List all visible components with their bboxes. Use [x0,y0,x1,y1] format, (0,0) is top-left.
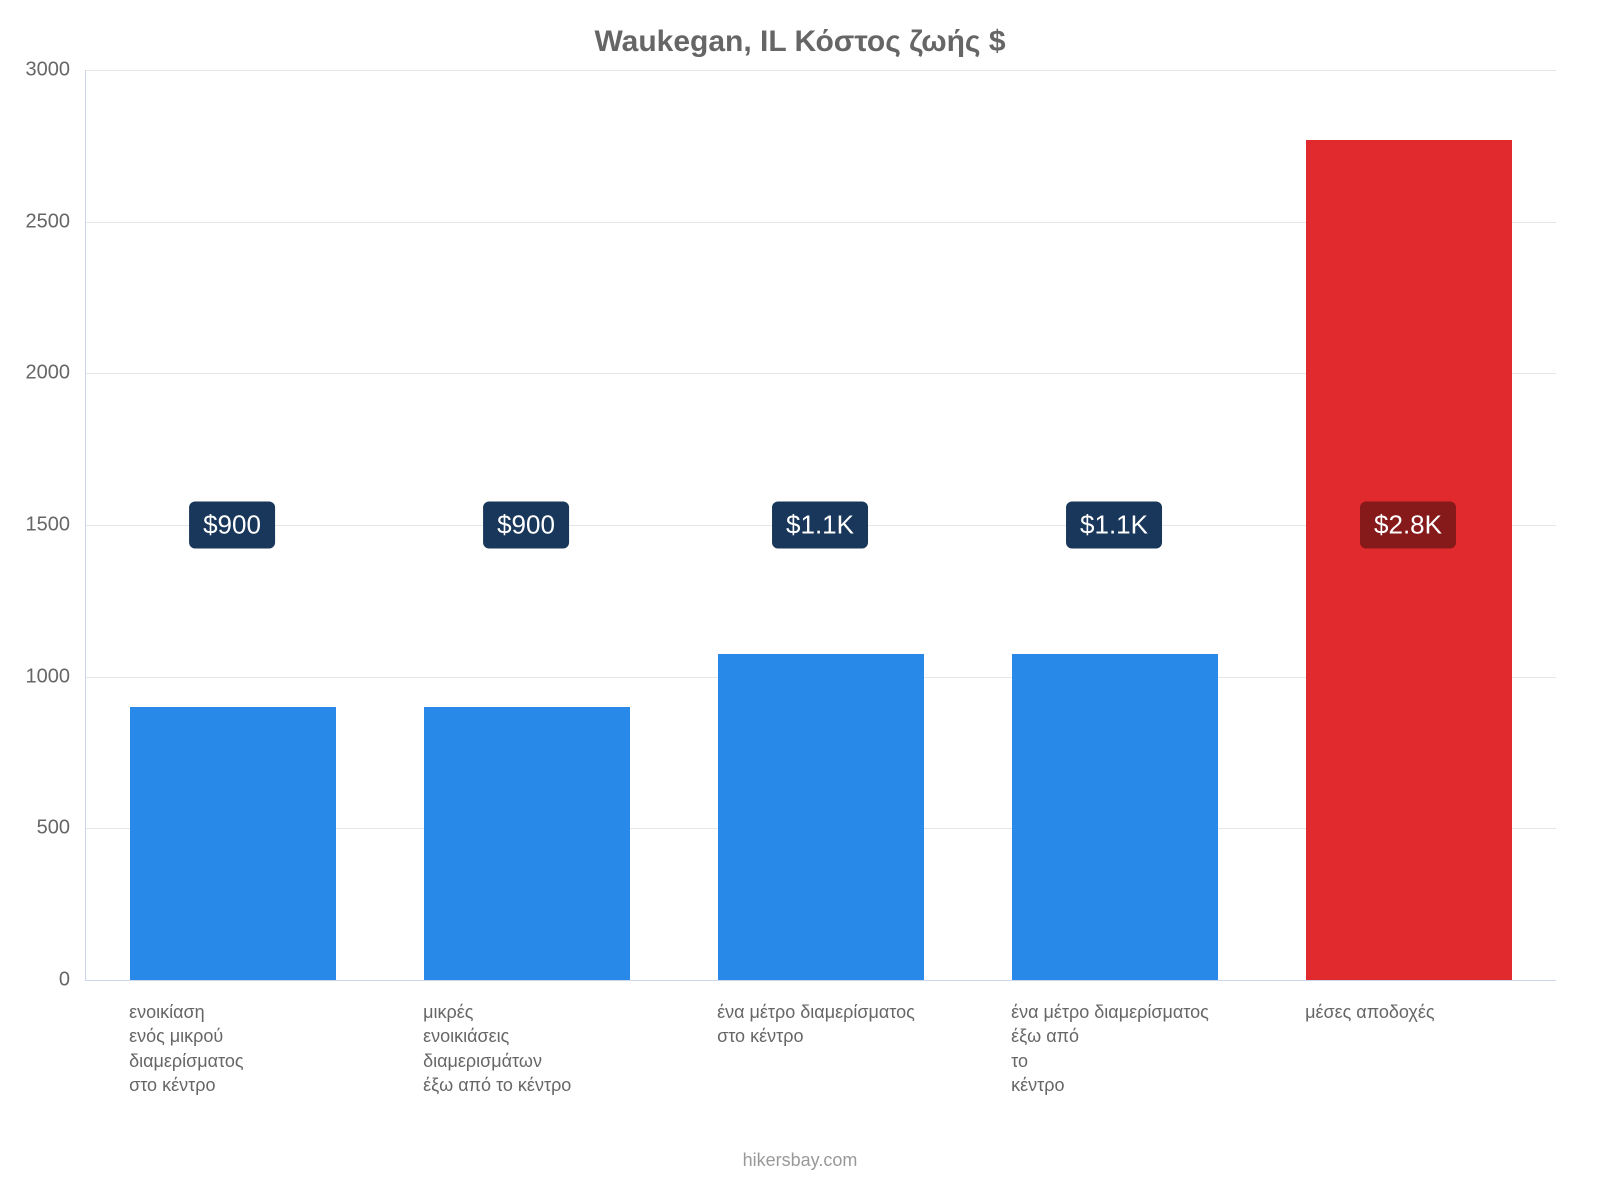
x-axis-label: μέσες αποδοχές [1305,1000,1434,1024]
bar-value-badge: $900 [189,502,275,549]
x-axis-label-line: έξω από το κέντρο [423,1075,571,1095]
x-axis-label-line: έξω από [1011,1026,1079,1046]
x-axis-label-line: το [1011,1051,1028,1071]
x-axis-label-line: ένα μέτρο διαμερίσματος [1011,1002,1209,1022]
y-axis-tick: 1500 [0,514,70,537]
bar [424,707,630,980]
bar [130,707,336,980]
bar [1012,654,1218,980]
x-axis-label-line: ενοικίαση [129,1002,205,1022]
y-axis-tick: 0 [0,969,70,992]
bar-value-badge: $900 [483,502,569,549]
x-axis-label-line: ενός μικρού [129,1026,223,1046]
x-axis-label-line: κέντρο [1011,1075,1064,1095]
bar-value-badge: $2.8K [1360,502,1456,549]
y-axis-tick: 1000 [0,665,70,688]
x-axis-label-line: διαμερίσματος [129,1051,244,1071]
gridline [86,70,1556,71]
chart-title: Waukegan, IL Κόστος ζωής $ [0,25,1600,59]
bar [718,654,924,980]
x-axis-label: ένα μέτρο διαμερίσματος στο κέντρο [717,1000,915,1049]
x-axis-label-line: ενοικιάσεις [423,1026,509,1046]
cost-of-living-chart: Waukegan, IL Κόστος ζωής $ hikersbay.com… [0,0,1600,1200]
credit-text: hikersbay.com [0,1150,1600,1171]
x-axis-label-line: μικρές [423,1002,473,1022]
x-axis-label-line: διαμερισμάτων [423,1051,542,1071]
x-axis-label-line: μέσες αποδοχές [1305,1002,1434,1022]
y-axis-tick: 2000 [0,362,70,385]
bar [1306,140,1512,980]
y-axis-tick: 3000 [0,59,70,82]
x-axis-label: ένα μέτρο διαμερίσματος έξω από το κέντρο [1011,1000,1209,1097]
x-axis-label: μικρές ενοικιάσεις διαμερισμάτων έξω από το… [423,1000,571,1097]
x-axis-label-line: στο κέντρο [717,1026,803,1046]
bar-value-badge: $1.1K [1066,502,1162,549]
y-axis-tick: 2500 [0,210,70,233]
x-axis-label-line: στο κέντρο [129,1075,215,1095]
x-axis-label: ενοικίαση ενός μικρού διαμερίσματος στο κέν… [129,1000,244,1097]
x-axis-label-line: ένα μέτρο διαμερίσματος [717,1002,915,1022]
bar-value-badge: $1.1K [772,502,868,549]
y-axis-tick: 500 [0,817,70,840]
